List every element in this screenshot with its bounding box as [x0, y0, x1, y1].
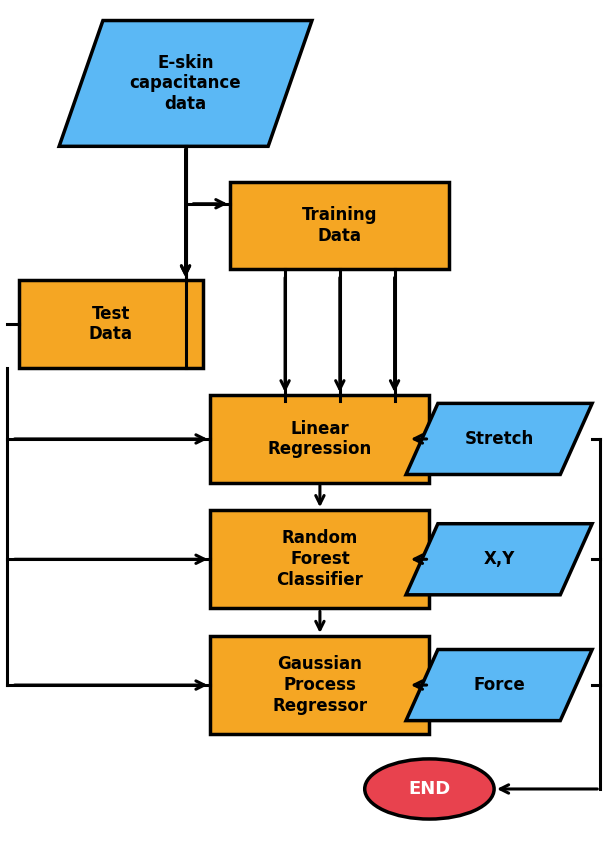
FancyBboxPatch shape [210, 395, 429, 483]
Ellipse shape [365, 759, 494, 819]
Text: E-skin
capacitance
data: E-skin capacitance data [130, 54, 242, 113]
Polygon shape [406, 650, 592, 721]
Text: Stretch: Stretch [464, 430, 534, 448]
Text: END: END [408, 780, 451, 798]
Polygon shape [406, 403, 592, 474]
Text: Training
Data: Training Data [302, 206, 378, 245]
FancyBboxPatch shape [210, 636, 429, 734]
FancyBboxPatch shape [210, 510, 429, 609]
Polygon shape [406, 524, 592, 595]
Text: Linear
Regression: Linear Regression [268, 419, 372, 458]
Polygon shape [59, 21, 312, 146]
Text: Test
Data: Test Data [89, 305, 133, 343]
Text: X,Y: X,Y [483, 550, 515, 568]
FancyBboxPatch shape [19, 280, 203, 368]
Text: Random
Forest
Classifier: Random Forest Classifier [277, 530, 364, 589]
Text: Gaussian
Process
Regressor: Gaussian Process Regressor [272, 655, 367, 715]
FancyBboxPatch shape [230, 181, 449, 270]
Text: Force: Force [473, 676, 525, 694]
